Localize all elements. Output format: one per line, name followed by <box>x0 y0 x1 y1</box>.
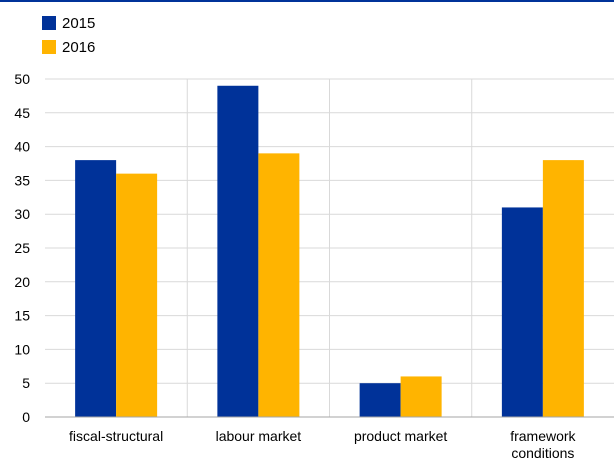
y-tick-label: 5 <box>22 375 30 391</box>
y-tick-label: 15 <box>14 308 30 324</box>
y-tick-label: 0 <box>22 409 30 425</box>
legend: 2015 2016 <box>42 15 95 56</box>
y-tick-label: 35 <box>14 172 30 188</box>
y-tick-label: 50 <box>14 71 30 87</box>
bar-2016-3 <box>542 160 584 417</box>
legend-swatch-2016 <box>42 40 56 54</box>
y-tick-label: 10 <box>14 341 30 357</box>
bar-2016-0 <box>116 173 158 417</box>
y-tick-label: 25 <box>14 240 30 256</box>
bars <box>75 85 584 418</box>
y-tick-label: 40 <box>14 139 30 155</box>
bar-2015-2 <box>359 383 401 417</box>
x-tick-label: product market <box>354 428 447 444</box>
legend-label-2015: 2015 <box>62 15 95 32</box>
legend-item-2016: 2016 <box>42 39 95 56</box>
y-tick-label: 45 <box>14 105 30 121</box>
y-tick-label: 30 <box>14 206 30 222</box>
axes: 0 5 10 15 20 25 30 35 40 45 50 fiscal-structural lab… <box>14 71 614 461</box>
x-tick-label: framework <box>510 428 576 444</box>
bar-2015-3 <box>501 207 543 417</box>
bar-2015-1 <box>217 85 259 417</box>
bar-2015-0 <box>75 160 117 417</box>
legend-label-2016: 2016 <box>62 39 95 56</box>
y-tick-label: 20 <box>14 274 30 290</box>
legend-item-2015: 2015 <box>42 15 95 32</box>
x-tick-label: fiscal-structural <box>69 428 163 444</box>
x-tick-label: conditions <box>511 445 574 459</box>
x-tick-label: labour market <box>216 428 302 444</box>
bar-2016-2 <box>400 376 442 417</box>
legend-swatch-2015 <box>42 16 56 30</box>
bar-2016-1 <box>258 153 300 418</box>
